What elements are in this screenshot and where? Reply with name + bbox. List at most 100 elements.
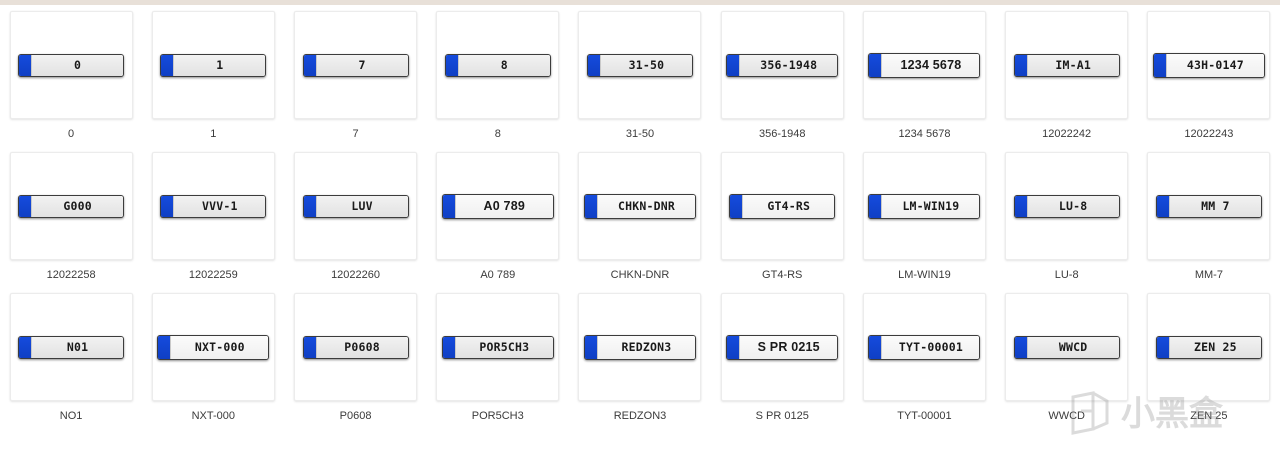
eu-blue-band	[869, 53, 883, 77]
license-plate: 43H-0147	[1152, 52, 1265, 78]
plate-caption: 1234 5678	[898, 128, 951, 140]
plate-card[interactable]: TYT-00001	[862, 293, 986, 401]
plate-text: LM-WIN19	[882, 194, 980, 218]
eu-blue-band	[727, 54, 741, 76]
plate-cell: LUV 12022260	[284, 146, 426, 287]
plate-caption: 1	[210, 128, 217, 140]
eu-blue-band	[587, 54, 601, 76]
plate-caption: 0	[68, 128, 75, 140]
plate-cell: MM 7 MM-7	[1138, 146, 1280, 287]
plate-card[interactable]: 7	[294, 11, 418, 119]
plate-card[interactable]: LU-8	[1005, 152, 1129, 260]
eu-blue-band	[1014, 336, 1028, 358]
plate-caption: LU-8	[1054, 269, 1079, 281]
plate-caption: 7	[352, 128, 359, 140]
plate-card[interactable]: NXT-000	[151, 293, 275, 401]
license-plate: S PR 0215	[726, 334, 839, 360]
license-plate: POR5CH3	[441, 335, 554, 359]
license-plate: LM-WIN19	[868, 193, 981, 219]
plate-cell: S PR 0215 S PR 0125	[711, 287, 853, 428]
license-plate: IM-A1	[1013, 53, 1120, 77]
eu-blue-band	[19, 195, 33, 217]
eu-blue-band	[161, 54, 175, 76]
plate-caption: S PR 0125	[755, 410, 809, 422]
plate-cell: 1234 5678 1234 5678	[853, 5, 995, 146]
eu-blue-band	[442, 336, 456, 358]
plate-caption: LM-WIN19	[898, 269, 951, 281]
top-edge-strip	[0, 0, 1280, 5]
plate-grid: 0 0 1 1 7 7 8 8 31-50 31-50 356-1948 356-1948 1234 5…	[0, 5, 1280, 428]
plate-card[interactable]: 0	[9, 11, 133, 119]
plate-card[interactable]: CHKN-DNR	[578, 152, 702, 260]
plate-cell: GT4-RS GT4-RS	[711, 146, 853, 287]
plate-card[interactable]: 31-50	[578, 11, 702, 119]
plate-caption: 356-1948	[758, 128, 806, 140]
plate-caption: REDZON3	[613, 410, 667, 422]
plate-card[interactable]: LUV	[294, 152, 418, 260]
plate-text: VVV-1	[174, 195, 266, 217]
plate-card[interactable]: 1234 5678	[862, 11, 986, 119]
plate-card[interactable]: P0608	[294, 293, 418, 401]
plate-caption: 12022260	[331, 269, 381, 281]
eu-blue-band	[19, 54, 33, 76]
plate-card[interactable]: MM 7	[1147, 152, 1271, 260]
plate-text: 356-1948	[740, 54, 838, 76]
plate-card[interactable]: A0 789	[436, 152, 560, 260]
plate-cell: LM-WIN19 LM-WIN19	[853, 146, 995, 287]
plate-cell: G000 12022258	[0, 146, 142, 287]
plate-text: A0 789	[455, 194, 553, 218]
license-plate: 0	[18, 53, 125, 77]
plate-card[interactable]: IM-A1	[1005, 11, 1129, 119]
eu-blue-band	[442, 194, 456, 218]
plate-caption: MM-7	[1194, 269, 1223, 281]
eu-blue-band	[730, 194, 744, 218]
license-plate: 1	[160, 53, 267, 77]
plate-card[interactable]: 8	[436, 11, 560, 119]
plate-card[interactable]: 1	[151, 11, 275, 119]
plate-cell: WWCD WWCD	[996, 287, 1138, 428]
plate-card[interactable]: WWCD	[1005, 293, 1129, 401]
plate-card[interactable]: VVV-1	[151, 152, 275, 260]
license-plate: 31-50	[586, 53, 693, 77]
plate-caption: NO1	[59, 410, 83, 422]
plate-text: 1234 5678	[882, 53, 980, 77]
eu-blue-band	[869, 335, 883, 359]
plate-caption: WWCD	[1048, 410, 1085, 422]
plate-text: N01	[32, 336, 124, 358]
eu-blue-band	[303, 195, 317, 217]
plate-text: REDZON3	[597, 335, 695, 359]
plate-card[interactable]: REDZON3	[578, 293, 702, 401]
license-plate: GT4-RS	[729, 193, 836, 219]
license-plate: CHKN-DNR	[583, 193, 696, 219]
plate-card[interactable]: GT4-RS	[720, 152, 844, 260]
plate-card[interactable]: S PR 0215	[720, 293, 844, 401]
plate-card[interactable]: ZEN 25	[1147, 293, 1271, 401]
plate-caption: 8	[494, 128, 501, 140]
plate-card[interactable]: G000	[9, 152, 133, 260]
plate-text: ZEN 25	[1169, 336, 1261, 358]
eu-blue-band	[1014, 54, 1028, 76]
plate-card[interactable]: 43H-0147	[1147, 11, 1271, 119]
plate-cell: TYT-00001 TYT-00001	[853, 287, 995, 428]
plate-cell: 31-50 31-50	[569, 5, 711, 146]
plate-caption: 12022242	[1042, 128, 1092, 140]
license-plate: REDZON3	[583, 334, 696, 360]
plate-text: 1	[174, 54, 266, 76]
plate-caption: CHKN-DNR	[610, 269, 670, 281]
plate-card[interactable]: N01	[9, 293, 133, 401]
plate-caption: 31-50	[625, 128, 655, 140]
plate-text: NXT-000	[171, 335, 269, 359]
eu-blue-band	[1156, 195, 1170, 217]
plate-text: S PR 0215	[740, 335, 838, 359]
plate-text: 8	[458, 54, 550, 76]
eu-blue-band	[1153, 53, 1167, 77]
plate-card[interactable]: LM-WIN19	[862, 152, 986, 260]
eu-blue-band	[584, 194, 598, 218]
license-plate: G000	[18, 194, 125, 218]
plate-card[interactable]: POR5CH3	[436, 293, 560, 401]
plate-card[interactable]: 356-1948	[720, 11, 844, 119]
